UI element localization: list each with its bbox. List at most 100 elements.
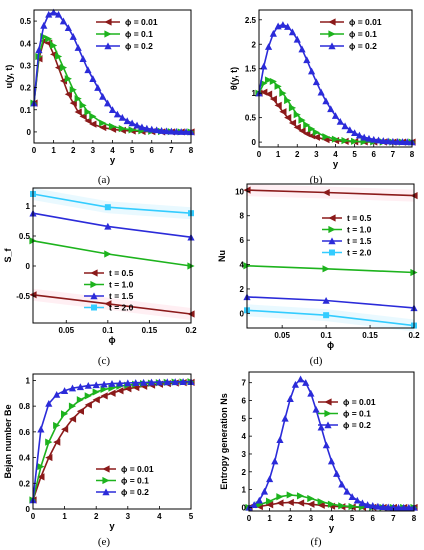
panel-caption: (c) [98, 355, 111, 367]
x-tick-label: 7 [391, 514, 396, 523]
plot-frame [246, 183, 415, 329]
data-point [61, 387, 69, 394]
data-point [317, 88, 325, 96]
legend-marker [104, 18, 112, 26]
data-point [50, 41, 58, 50]
x-tick-label: 4 [333, 150, 338, 159]
y-tick-label: 0.8 [19, 402, 31, 411]
y-axis-label: Bejan number Be [3, 404, 13, 478]
data-point [64, 75, 72, 83]
legend-entry: ϕ = 0.01 [96, 464, 154, 474]
data-point [84, 66, 92, 74]
data-point [389, 137, 397, 145]
legend-marker [324, 421, 332, 429]
data-point [269, 77, 277, 86]
legend-marker [328, 30, 336, 38]
y-tick-label: 0.3 [20, 61, 32, 70]
data-point [100, 380, 108, 388]
legend-marker [102, 465, 110, 473]
data-point [133, 121, 141, 129]
data-point [312, 78, 320, 86]
x-tick-label: 8 [189, 146, 194, 155]
data-point [89, 75, 97, 82]
y-tick-label: 7 [242, 379, 247, 388]
y-tick-label: -0.5 [16, 292, 30, 301]
data-point [155, 378, 163, 386]
data-point [59, 64, 68, 72]
chart-panel-2: 0 1 2 3 4 5 6 7 8 0 0.5 1 1.5 2 2.5 y θ(y, t) ϕ = 0.01 ϕ =… [229, 9, 416, 186]
data-point [79, 55, 87, 63]
data-point [45, 10, 53, 18]
data-point [157, 126, 166, 134]
data-point [298, 116, 306, 124]
y-axis-label: Nu [217, 250, 227, 262]
data-point [123, 117, 131, 125]
x-tick-label: 0.15 [142, 326, 158, 335]
chart-panel-1: 0 1 2 3 4 5 6 7 8 0 0.1 0.2 0.3 0.4 0.5 y u(y, t) ϕ = 0.0… [4, 8, 195, 186]
legend-label: t = 1.5 [347, 236, 372, 246]
y-tick-label: 0.5 [20, 17, 32, 26]
y-tick-label: 0 [26, 505, 31, 514]
data-point [138, 123, 146, 131]
data-point [108, 106, 117, 113]
data-point [374, 502, 382, 510]
y-tick-label: 0.5 [245, 114, 257, 123]
data-point [94, 83, 102, 91]
data-point [37, 462, 45, 471]
data-point [288, 119, 297, 127]
data-point [74, 44, 82, 51]
data-point [284, 96, 292, 105]
x-tick-label: 0.2 [185, 326, 197, 335]
data-point [338, 502, 346, 510]
x-tick-label: 7 [391, 150, 396, 159]
data-point [348, 502, 356, 511]
x-axis-label: ϕ [327, 340, 334, 351]
y-tick-label: 2 [240, 285, 245, 294]
legend-label: t = 1.5 [109, 291, 134, 301]
data-point [128, 126, 136, 134]
x-tick-label: 6 [150, 146, 155, 155]
shading-band-cyan [33, 188, 191, 220]
legend-entry: t = 1.5 [322, 236, 372, 246]
data-point [69, 33, 77, 40]
data-point [269, 95, 277, 103]
data-point [271, 457, 279, 465]
data-point [303, 56, 311, 64]
x-tick-label: 2 [94, 512, 99, 521]
x-tick-label: 1 [267, 514, 272, 523]
plot-area [249, 372, 414, 511]
y-tick-label: 0 [27, 128, 32, 137]
data-point [291, 380, 300, 388]
legend-marker [328, 18, 336, 26]
data-point [331, 135, 340, 143]
data-point [336, 117, 344, 125]
legend-marker [329, 249, 335, 256]
data-point [61, 425, 69, 433]
legend-marker [328, 225, 336, 234]
data-point [54, 52, 63, 61]
data-point [104, 250, 112, 258]
data-point [398, 138, 407, 146]
data-point [163, 378, 171, 386]
data-point [148, 125, 156, 133]
y-tick-label: 0.6 [19, 428, 31, 437]
data-point [37, 473, 45, 481]
x-tick-label: 0.05 [58, 326, 74, 335]
data-point [260, 487, 269, 495]
legend-label: ϕ = 0.01 [125, 17, 158, 27]
data-point [276, 436, 284, 443]
data-point [260, 79, 268, 87]
x-tick-label: 6 [372, 150, 377, 159]
legend-label: ϕ = 0.01 [121, 464, 154, 474]
legend-marker [328, 42, 336, 50]
x-tick-label: 6 [371, 514, 376, 523]
data-point [284, 23, 292, 30]
x-tick-label: 3 [126, 512, 131, 521]
plot-area [34, 10, 191, 143]
y-tick-label: 6 [242, 397, 247, 406]
x-axis-label: y [110, 155, 116, 166]
data-point [346, 126, 354, 134]
x-tick-label: 5 [189, 512, 194, 521]
legend-marker [102, 476, 110, 485]
